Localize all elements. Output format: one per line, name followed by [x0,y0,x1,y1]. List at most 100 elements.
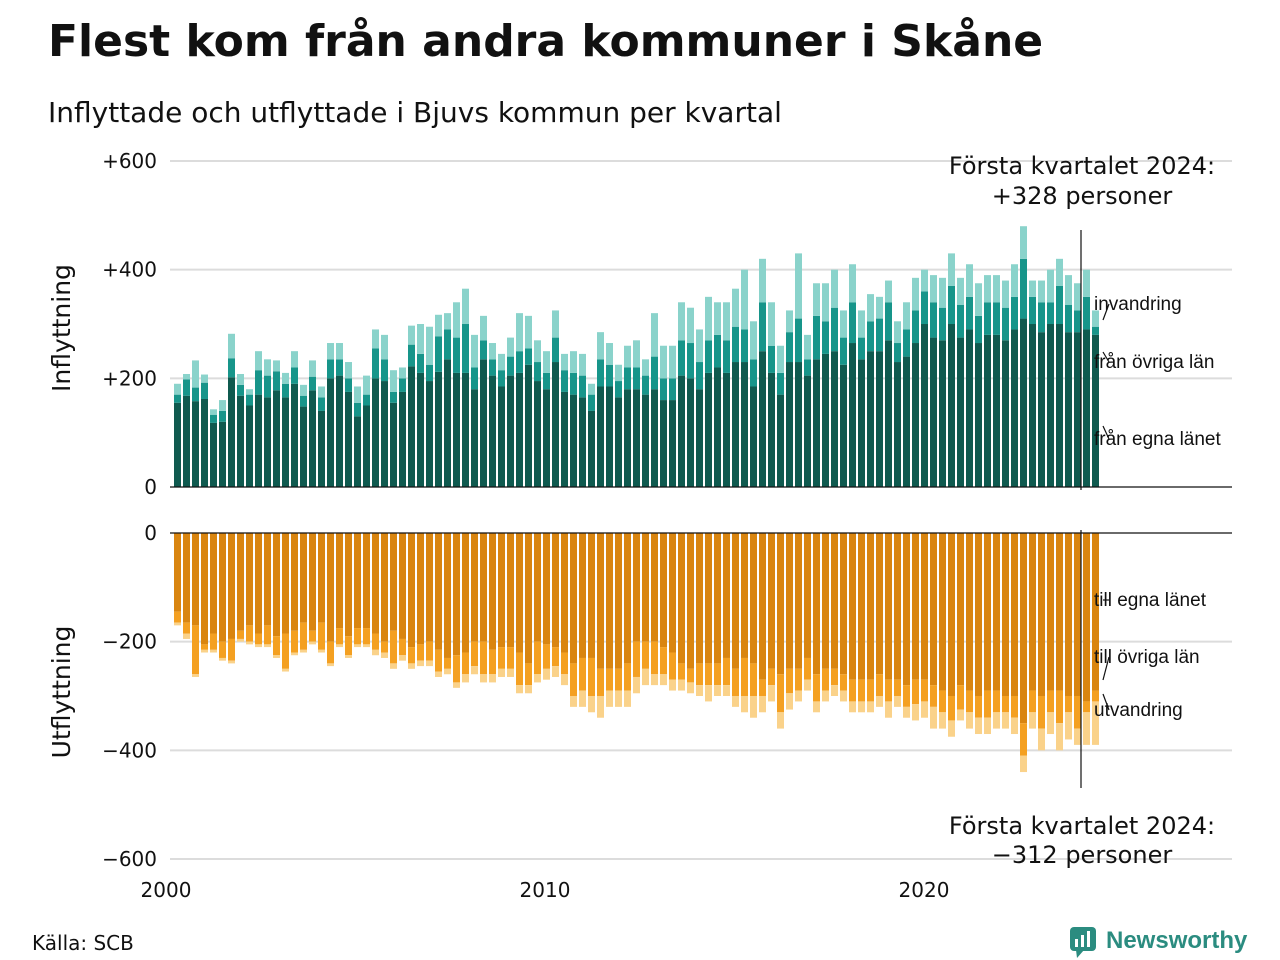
out-bar-segment [372,633,379,650]
out-bar-segment [282,668,289,672]
in-bar-segment [1047,324,1054,487]
in-bar-segment [795,362,802,487]
in-bar-segment [372,348,379,379]
out-bar-segment [282,633,289,669]
in-bar-segment [894,321,901,344]
out-bar-segment [300,649,307,653]
in-bar-segment [1092,334,1099,487]
in-bar-segment [372,329,379,349]
out-bar-segment [273,636,280,656]
out-bar-segment [840,690,847,702]
out-bar-segment [543,668,550,680]
out-bar-segment [192,625,199,675]
out-bar-segment [1083,701,1090,713]
out-bar-segment [300,533,307,623]
in-bar-segment [795,318,802,363]
in-bar-segment [426,326,433,365]
out-bar-segment [228,638,235,661]
in-panel-bars [174,226,1099,487]
out-bar-segment [255,644,262,648]
in-bar-segment [948,285,955,325]
out-bar-segment [192,674,199,677]
in-bar-segment [669,378,676,401]
in-bar-segment [534,381,541,487]
out-bar-segment [723,685,730,696]
in-bar-segment [309,376,316,391]
out-bar-segment [633,533,640,642]
in-bar-segment [804,359,811,376]
out-bar-segment [246,625,253,642]
in-bar-segment [795,253,802,319]
out-bar-segment [714,685,721,696]
out-bar-segment [957,533,964,686]
series-label: till egna länet [1094,590,1207,611]
in-bar-segment [615,364,622,382]
out-bar-segment [984,690,991,718]
out-bar-segment [957,709,964,721]
in-bar-segment [957,304,964,338]
in-bar-segment [660,345,667,379]
series-leader [1102,656,1110,681]
in-bar-segment [579,375,586,398]
series-leader [1102,425,1110,440]
out-bar-segment [705,663,712,686]
in-bar-segment [984,275,991,303]
in-bar-segment [453,302,460,338]
brand-name: Newsworthy [1106,927,1248,954]
out-bar-segment [930,685,937,707]
out-bar-segment [1011,533,1018,696]
out-bar-segment [804,533,811,658]
in-bar-segment [327,359,334,379]
out-bar-segment [543,644,550,669]
out-bar-segment [921,679,928,702]
out-bar-segment [219,533,226,642]
out-bar-segment [948,533,955,696]
out-bar-segment [300,622,307,650]
in-bar-segment [300,395,307,407]
in-bar-segment [471,389,478,487]
out-bar-segment [507,668,514,677]
in-bar-segment [903,356,910,487]
in-bar-segment [876,318,883,352]
in-bar-segment [849,302,856,344]
in-bar-segment [1011,264,1018,297]
in-bar-segment [993,275,1000,303]
out-bar-segment [192,533,199,626]
in-bar-segment [966,264,973,297]
out-bar-segment [876,695,883,707]
out-bar-segment [264,533,271,626]
in-bar-segment [633,367,640,390]
in-bar-segment [1002,280,1009,308]
in-bar-segment [948,253,955,286]
in-bar-segment [768,372,775,487]
in-bar-segment [894,343,901,363]
out-bar-segment [660,674,667,686]
in-bar-segment [174,383,181,395]
out-bar-segment [498,533,505,648]
out-bar-segment [570,695,577,707]
in-bar-segment [1020,226,1027,259]
out-bar-segment [777,674,784,713]
out-bar-segment [723,533,730,658]
in-bar-segment [642,394,649,487]
out-ytick-label: −200 [102,630,157,654]
in-bar-segment [588,410,595,487]
out-bar-segment [714,533,721,664]
out-bar-segment [417,660,424,667]
in-bar-segment [561,391,568,487]
out-bar-segment [408,647,415,664]
out-bar-segment [453,655,460,683]
in-bar-segment [201,374,208,383]
in-bar-segment [714,334,721,368]
in-bar-segment [975,343,982,487]
out-bar-segment [768,533,775,669]
out-bar-segment [984,717,991,735]
out-bar-segment [732,695,739,707]
in-bar-segment [498,370,505,387]
in-bar-segment [354,402,361,417]
out-bar-segment [417,533,424,645]
in-bar-segment [183,379,190,396]
out-bar-segment [291,630,298,653]
out-bar-segment [1047,712,1054,735]
in-bar-segment [381,334,388,360]
